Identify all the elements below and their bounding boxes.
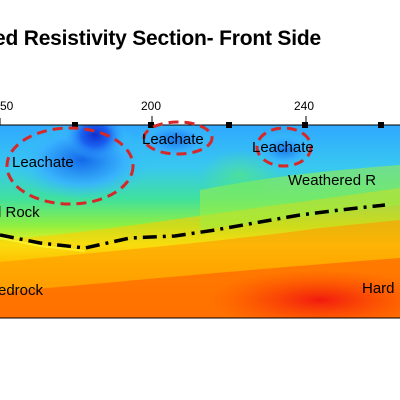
bedrock-boundary (0, 203, 386, 250)
station-marker (72, 122, 78, 128)
station-marker (226, 122, 232, 128)
label-leachate-3: Leachate (252, 139, 314, 156)
label-bedrock: edrock (0, 282, 44, 299)
tick-label-240: 240 (294, 99, 315, 113)
section-title: ed Resistivity Section- Front Side (0, 27, 321, 50)
resistivity-colormap (0, 125, 400, 318)
station-marker (148, 122, 154, 128)
leachate-outline-1 (5, 126, 135, 206)
station-marker (378, 122, 384, 128)
label-leachate-1: Leachate (12, 154, 74, 171)
leachate-outline-3 (255, 126, 313, 168)
label-leachate-2: Leachate (142, 131, 204, 148)
label-weathered: Weathered R (288, 172, 377, 189)
label-hard: Hard (362, 280, 395, 297)
label-rock: l Rock (0, 204, 40, 221)
leachate-outline-2 (142, 120, 214, 156)
tick-label-50: 50 (0, 99, 14, 113)
station-marker (302, 122, 308, 128)
tick-label-200: 200 (141, 99, 162, 113)
